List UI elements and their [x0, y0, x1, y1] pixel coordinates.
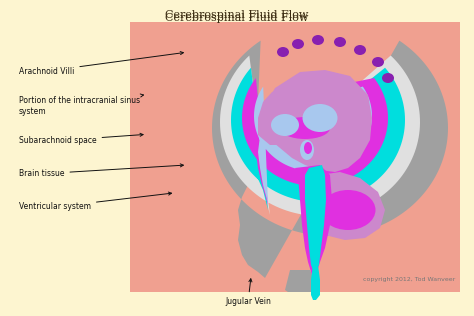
Bar: [130, 22, 460, 292]
Text: Portion of the intracranial sinus
system: Portion of the intracranial sinus system: [19, 94, 144, 116]
Text: Cerebrospinal Fluid Flow: Cerebrospinal Fluid Flow: [165, 10, 309, 20]
Polygon shape: [258, 70, 372, 172]
Text: Cerebrospinal Fluid Flow: Cerebrospinal Fluid Flow: [165, 13, 309, 23]
Ellipse shape: [354, 45, 366, 55]
Polygon shape: [212, 41, 448, 278]
Ellipse shape: [372, 57, 384, 67]
Text: Brain tissue: Brain tissue: [19, 164, 183, 178]
Ellipse shape: [271, 114, 299, 136]
Polygon shape: [295, 165, 332, 275]
Text: Ventricular system: Ventricular system: [19, 192, 172, 211]
Polygon shape: [220, 56, 420, 216]
Text: Subarachnoid space: Subarachnoid space: [19, 133, 143, 145]
Ellipse shape: [280, 117, 330, 139]
Ellipse shape: [302, 104, 337, 132]
Polygon shape: [305, 165, 326, 270]
Ellipse shape: [334, 37, 346, 47]
Ellipse shape: [320, 190, 375, 230]
Text: Arachnoid Villi: Arachnoid Villi: [19, 52, 183, 76]
Polygon shape: [254, 87, 372, 203]
Text: Jugular Vein: Jugular Vein: [225, 279, 271, 306]
Polygon shape: [285, 270, 318, 292]
Polygon shape: [311, 265, 320, 300]
Ellipse shape: [304, 142, 312, 154]
Ellipse shape: [292, 39, 304, 49]
Ellipse shape: [277, 47, 289, 57]
Polygon shape: [306, 172, 385, 240]
Polygon shape: [258, 88, 308, 145]
Polygon shape: [231, 68, 405, 210]
Ellipse shape: [382, 73, 394, 83]
Ellipse shape: [300, 140, 314, 160]
Text: copyright 2012, Tod Wanveer: copyright 2012, Tod Wanveer: [363, 277, 455, 283]
Ellipse shape: [312, 35, 324, 45]
Polygon shape: [242, 78, 388, 205]
